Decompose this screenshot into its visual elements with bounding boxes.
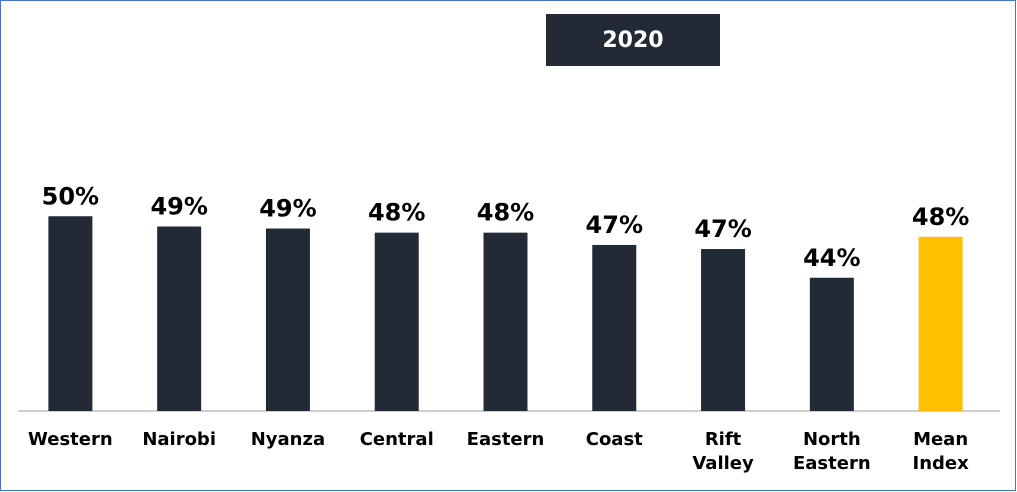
data-label: 48% bbox=[368, 199, 425, 227]
x-tick-label: North Eastern bbox=[792, 429, 871, 474]
data-label: 44% bbox=[803, 244, 860, 272]
x-tick-label: Nyanza bbox=[250, 429, 326, 450]
bar bbox=[374, 232, 419, 411]
x-tick-label: Nairobi bbox=[142, 429, 216, 450]
x-tick-label: Eastern bbox=[466, 429, 545, 450]
bar bbox=[918, 236, 963, 411]
x-tick-label: Western bbox=[28, 429, 113, 450]
data-label: 49% bbox=[150, 193, 207, 221]
bar bbox=[265, 228, 310, 411]
chart-title: 2020 bbox=[602, 28, 663, 53]
data-label: 49% bbox=[259, 195, 316, 223]
bar bbox=[157, 226, 202, 411]
bar bbox=[809, 277, 854, 411]
x-tick-label: Mean Index bbox=[912, 429, 969, 474]
bar bbox=[48, 216, 93, 411]
title-box bbox=[546, 14, 720, 66]
x-tick-label: Central bbox=[359, 429, 434, 450]
data-label: 48% bbox=[477, 199, 534, 227]
data-label: 50% bbox=[42, 182, 99, 210]
bar bbox=[701, 249, 746, 411]
data-label: 47% bbox=[694, 215, 751, 243]
data-label: 47% bbox=[586, 211, 643, 239]
x-tick-label: Coast bbox=[585, 429, 643, 450]
data-label: 48% bbox=[912, 203, 969, 231]
x-tick-label: Rift Valley bbox=[692, 429, 754, 474]
bar bbox=[483, 232, 528, 411]
bar bbox=[592, 244, 637, 411]
